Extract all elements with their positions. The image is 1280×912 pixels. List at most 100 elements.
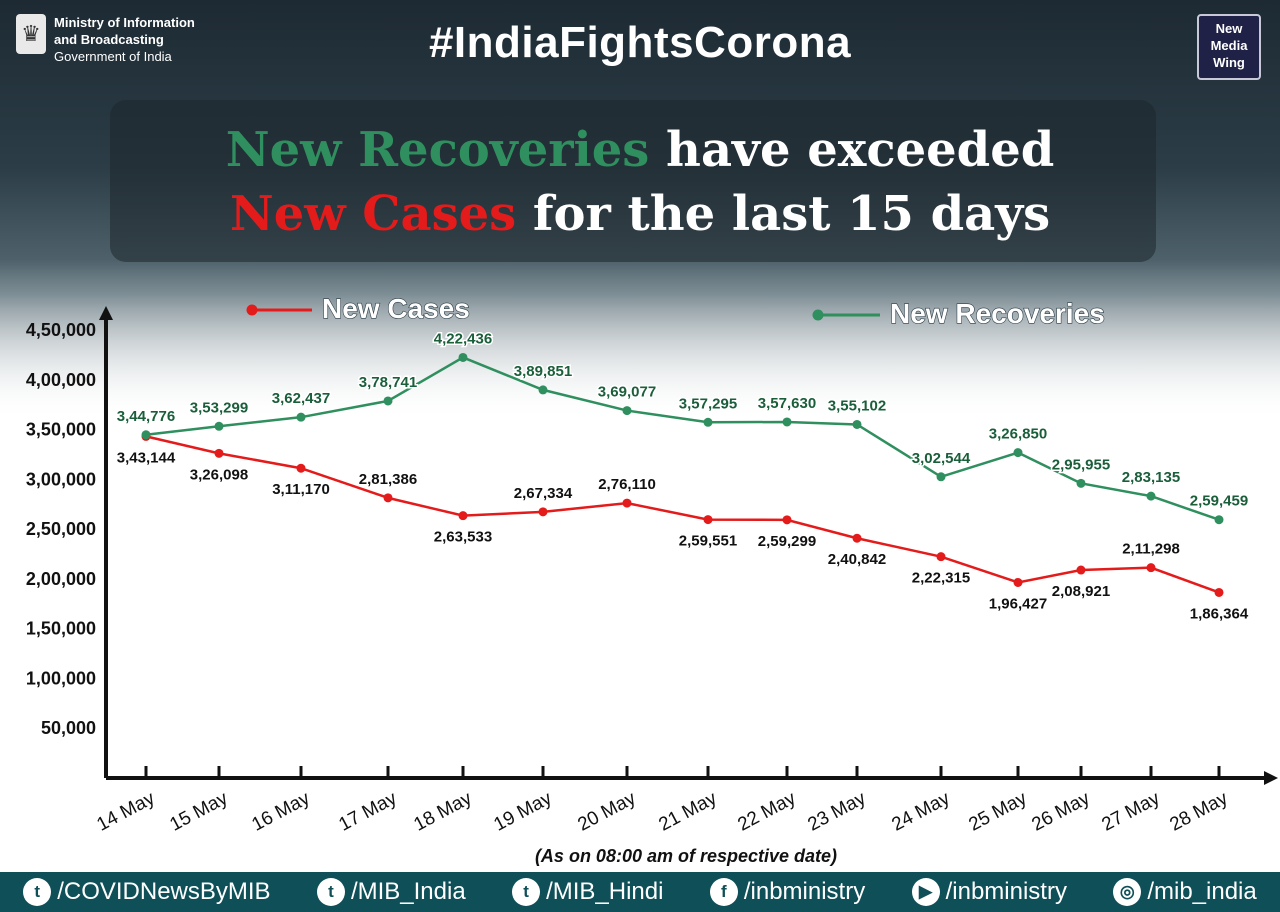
new-recoveries-point	[538, 385, 548, 395]
new-cases-point	[383, 493, 393, 503]
new-recoveries-point	[458, 352, 468, 362]
new-recoveries-data-label: 3,55,102	[828, 397, 886, 414]
x-tick-label: 26 May	[1028, 788, 1093, 836]
new-cases-point	[538, 507, 548, 517]
footer-handle-mib-hindi[interactable]: t/MIB_Hindi	[512, 878, 663, 906]
footer-handle-mib-india[interactable]: t/MIB_India	[316, 878, 466, 906]
new-recoveries-data-label: 3,02,544	[912, 450, 971, 467]
footer-label: /inbministry	[743, 878, 866, 905]
x-tick-label: 22 May	[734, 788, 799, 836]
x-tick-label: 19 May	[490, 788, 555, 836]
new-recoveries-point	[1013, 448, 1023, 458]
footer-handle-facebook[interactable]: f/inbministry	[709, 878, 866, 906]
new-recoveries-data-label: 4,22,436	[434, 330, 492, 347]
y-tick-label: 4,50,000	[26, 320, 96, 340]
new-media-wing-logo: New Media Wing	[1197, 14, 1261, 80]
new-recoveries-data-label: 3,78,741	[359, 374, 417, 391]
new-cases-point	[1146, 563, 1156, 573]
new-recoveries-data-label: 2,59,459	[1190, 493, 1248, 510]
x-tick-label: 17 May	[335, 788, 400, 836]
y-tick-label: 2,50,000	[26, 519, 96, 539]
y-tick-label: 1,00,000	[26, 668, 96, 688]
twitter-icon: t	[512, 878, 541, 906]
footer-handle-youtube[interactable]: ▶/inbministry	[911, 878, 1067, 906]
new-recoveries-data-label: 3,89,851	[514, 363, 572, 380]
new-recoveries-data-label: 3,57,295	[679, 395, 737, 412]
footer-handle-instagram[interactable]: ◎/mib_india	[1113, 878, 1257, 906]
footer-handle-covid[interactable]: t/COVIDNewsByMIB	[23, 878, 271, 906]
youtube-icon: ▶	[911, 878, 940, 906]
new-recoveries-point	[141, 430, 151, 440]
footer-label: /MIB_Hindi	[546, 878, 664, 905]
new-cases-point	[782, 515, 792, 525]
new-cases-point	[936, 552, 946, 562]
x-tick-label: 24 May	[888, 788, 953, 836]
y-tick-label: 1,50,000	[26, 619, 96, 639]
headline-line-1: New Recoveries have exceeded	[0, 122, 1280, 178]
new-recoveries-data-label: 3,53,299	[190, 399, 248, 416]
new-cases-point	[622, 498, 632, 508]
x-tick-label: 23 May	[804, 788, 869, 836]
y-tick-label: 3,50,000	[26, 420, 96, 440]
instagram-icon: ◎	[1113, 878, 1142, 906]
new-cases-data-label: 3,11,170	[272, 481, 330, 498]
new-cases-data-label: 2,63,533	[434, 529, 492, 546]
new-recoveries-point	[936, 472, 946, 482]
new-cases-data-label: 2,11,298	[1122, 541, 1180, 558]
headline-panel	[110, 100, 1156, 262]
new-cases-data-label: 3,43,144	[117, 449, 176, 466]
headline-line-2: New Cases for the last 15 days	[0, 186, 1280, 242]
new-cases-data-label: 2,59,299	[758, 533, 816, 550]
headline-exceeded: have exceeded	[666, 122, 1055, 178]
x-tick-label: 25 May	[965, 788, 1030, 836]
social-footer: t/COVIDNewsByMIB t/MIB_India t/MIB_Hindi…	[0, 872, 1280, 912]
y-tick-label: 50,000	[41, 718, 96, 738]
line-chart: 50,000 1,00,000 1,50,000 2,00,000 2,50,000 3,…	[26, 292, 1278, 866]
new-recoveries-point	[383, 396, 393, 406]
ministry-branding: ♛ Ministry of Information and Broadcasti…	[16, 14, 195, 65]
footer-label: /MIB_India	[350, 878, 466, 905]
new-recoveries-point	[1214, 515, 1224, 525]
legend-new-recoveries-marker	[812, 309, 824, 321]
headline-new-cases: New Cases	[229, 186, 517, 242]
new-recoveries-point	[1076, 478, 1086, 488]
x-tick-label: 28 May	[1166, 788, 1231, 836]
hashtag-title: #IndiaFightsCorona	[428, 18, 852, 67]
new-cases-point	[1013, 577, 1023, 587]
new-cases-data-label: 1,86,364	[1190, 605, 1249, 622]
new-recoveries-data-label: 3,62,437	[272, 390, 330, 407]
footer-label: /inbministry	[945, 878, 1067, 905]
new-recoveries-data-label: 3,69,077	[598, 384, 656, 401]
new-recoveries-data-label: 2,95,955	[1052, 456, 1110, 473]
y-tick-label: 4,00,000	[26, 370, 96, 390]
twitter-icon: t	[23, 878, 52, 906]
ministry-name-line1: Ministry of Information	[54, 15, 195, 30]
new-recoveries-point	[296, 412, 306, 422]
headline-recoveries: New Recoveries	[225, 122, 650, 178]
new-cases-data-label: 2,59,551	[679, 533, 737, 550]
government-line: Government of India	[54, 49, 172, 64]
legend-new-cases-marker	[246, 304, 258, 316]
chart-note: (As on 08:00 am of respective date)	[535, 846, 837, 866]
new-cases-point	[214, 448, 224, 458]
national-emblem-icon: ♛	[16, 14, 46, 54]
new-cases-data-label: 2,08,921	[1052, 583, 1110, 600]
x-axis-arrow	[1264, 771, 1278, 785]
new-cases-point	[296, 463, 306, 473]
new-recoveries-point	[852, 419, 862, 429]
new-cases-data-label: 2,22,315	[912, 570, 970, 587]
logo-text-wing: Wing	[1213, 55, 1245, 70]
new-cases-data-label: 2,81,386	[359, 471, 417, 488]
new-cases-point	[703, 515, 713, 525]
new-cases-data-label: 1,96,427	[989, 595, 1047, 612]
legend-new-cases-label: New Cases	[322, 293, 470, 324]
new-cases-point	[458, 511, 468, 521]
x-tick-label: 15 May	[166, 788, 231, 836]
new-recoveries-point	[782, 417, 792, 427]
x-tick-label: 16 May	[248, 788, 313, 836]
new-cases-data-label: 2,67,334	[514, 485, 573, 502]
new-cases-point	[1076, 565, 1086, 575]
footer-label: /COVIDNewsByMIB	[57, 878, 271, 905]
new-recoveries-point	[1146, 491, 1156, 501]
new-recoveries-data-label: 3,44,776	[117, 408, 175, 425]
